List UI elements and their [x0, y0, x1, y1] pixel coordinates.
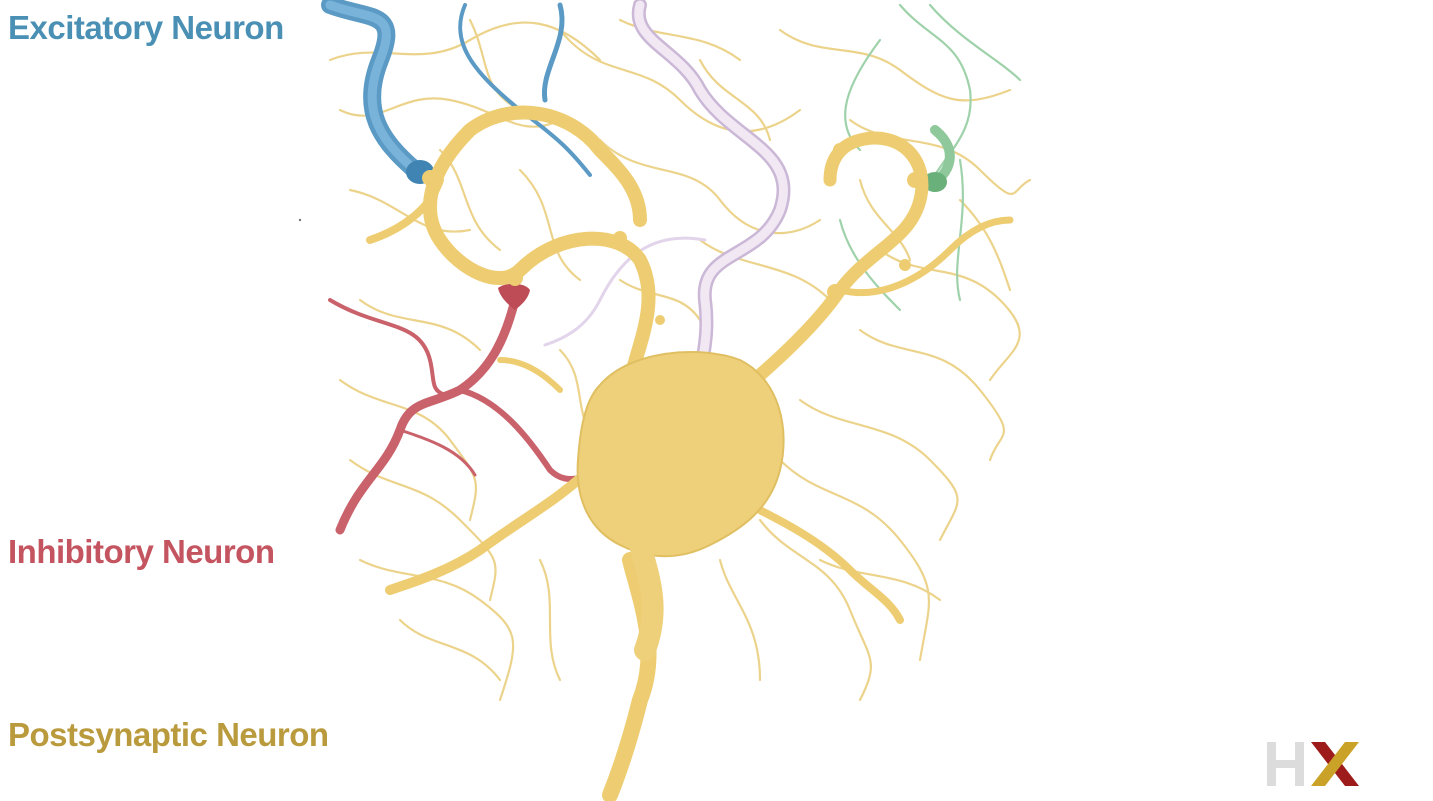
inhibitory-axon [328, 295, 583, 535]
postsynaptic-neuron-label: Postsynaptic Neuron [8, 716, 329, 753]
dendrite-web [328, 18, 1032, 702]
lavender-axon [543, 0, 791, 382]
logo-letter-x [1311, 742, 1359, 786]
hx-logo-icon [1267, 742, 1359, 786]
dendritic-spines [422, 134, 923, 325]
postsynaptic-soma [576, 351, 785, 558]
logo-letter-h [1267, 742, 1304, 786]
excitatory-neuron-label: Excitatory Neuron [8, 9, 284, 46]
inhibitory-terminal [498, 283, 530, 310]
inhibitory-neuron-label: Inhibitory Neuron [8, 533, 275, 570]
excitatory-axon [321, 0, 592, 179]
